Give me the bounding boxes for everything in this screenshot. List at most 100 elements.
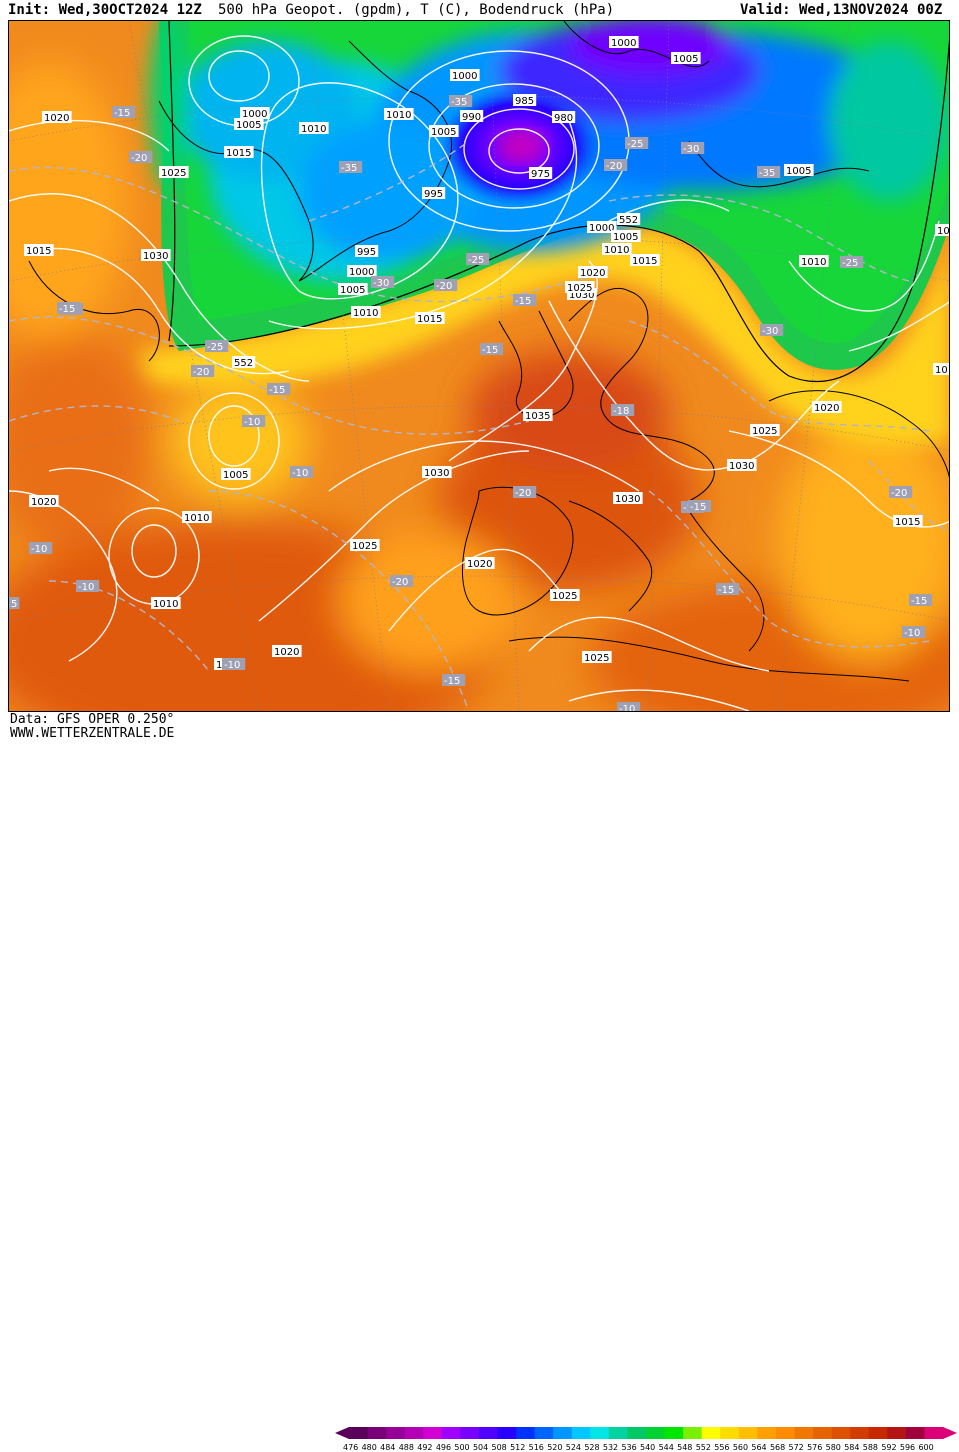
legend-tick: 524 bbox=[566, 1443, 581, 1452]
pressure-label: 1025 bbox=[159, 166, 189, 179]
label-text: -30 bbox=[762, 326, 778, 337]
temperature-label: -10 bbox=[617, 702, 641, 711]
label-box bbox=[611, 230, 641, 242]
pressure-label: 1005 bbox=[611, 230, 641, 243]
label-box bbox=[529, 167, 553, 179]
temperature-label: -20 bbox=[191, 365, 215, 378]
legend-tick: 528 bbox=[584, 1443, 599, 1452]
label-text: 1005 bbox=[340, 285, 365, 296]
data-source: Data: GFS OPER 0.250° bbox=[10, 712, 175, 727]
pressure-label: 1030 bbox=[141, 249, 171, 262]
label-text: 1010 bbox=[301, 124, 326, 135]
temperature-label: -15 bbox=[442, 674, 466, 687]
pressure-label: 1005 bbox=[429, 125, 459, 138]
legend-swatch bbox=[813, 1427, 833, 1439]
label-box bbox=[390, 575, 414, 587]
label-box bbox=[565, 281, 595, 293]
label-box bbox=[466, 253, 490, 265]
pressure-label: 1010 bbox=[151, 597, 181, 610]
pressure-label: 1020 bbox=[465, 557, 495, 570]
label-text: -35 bbox=[759, 168, 775, 179]
legend-swatch bbox=[590, 1427, 610, 1439]
label-box bbox=[784, 164, 814, 176]
pressure-label: 1015 bbox=[630, 254, 660, 267]
temperature-label: -30 bbox=[760, 324, 784, 337]
label-text: 1000 bbox=[611, 38, 636, 49]
label-text: 1015 bbox=[935, 365, 950, 376]
label-box bbox=[76, 580, 100, 592]
label-box bbox=[935, 224, 949, 236]
label-box bbox=[587, 221, 617, 233]
pressure-label: 1020 bbox=[29, 495, 59, 508]
pressure-label: 990 bbox=[460, 110, 484, 123]
label-text: -25 bbox=[627, 139, 643, 150]
label-text: 1015 bbox=[895, 517, 920, 528]
label-box bbox=[933, 363, 949, 375]
label-text: 1015 bbox=[632, 256, 657, 267]
label-text: 1020 bbox=[467, 559, 492, 570]
pressure-label: 1020 bbox=[812, 401, 842, 414]
pressure-label: 1015 bbox=[893, 515, 923, 528]
label-text: -10 bbox=[78, 582, 94, 593]
label-text: -18 bbox=[613, 406, 629, 417]
label-box bbox=[671, 52, 701, 64]
label-text: 1015 bbox=[226, 148, 251, 159]
temperature-label: -15 bbox=[267, 383, 291, 396]
legend-swatch bbox=[627, 1427, 647, 1439]
pressure-label: 1015 bbox=[224, 146, 254, 159]
label-text: 995 bbox=[357, 247, 376, 258]
label-text: -10 bbox=[904, 628, 920, 639]
label-box bbox=[611, 404, 635, 416]
legend-tick: 564 bbox=[751, 1443, 766, 1452]
legend-swatch bbox=[794, 1427, 814, 1439]
label-text: 5 bbox=[11, 599, 17, 610]
pressure-label: 1025 bbox=[582, 651, 612, 664]
label-text: -15 bbox=[269, 385, 285, 396]
pressure-label: 1010 bbox=[602, 243, 632, 256]
label-box bbox=[29, 542, 53, 554]
legend-swatch bbox=[738, 1427, 758, 1439]
legend-swatch bbox=[924, 1427, 944, 1439]
legend-swatch bbox=[701, 1427, 721, 1439]
label-text: 1035 bbox=[525, 411, 550, 422]
label-box bbox=[750, 424, 780, 436]
label-box bbox=[224, 146, 254, 158]
label-text: 1030 bbox=[143, 251, 168, 262]
label-text: -15 bbox=[690, 502, 706, 513]
pressure-label: 1020 bbox=[272, 645, 302, 658]
legend-tick: 532 bbox=[603, 1443, 618, 1452]
website: WWW.WETTERZENTRALE.DE bbox=[10, 726, 175, 741]
label-text: 1020 bbox=[274, 647, 299, 658]
label-box bbox=[221, 468, 251, 480]
pressure-label: 1015 bbox=[24, 244, 54, 257]
pressure-label: 1010 bbox=[351, 306, 381, 319]
legend-swatch bbox=[683, 1427, 703, 1439]
weather-map: 1000 1005 1000 985 980 975 1020 -15 1000 1005 1010… bbox=[8, 20, 950, 712]
legend-tick: 516 bbox=[529, 1443, 544, 1452]
label-text: -35 bbox=[341, 163, 357, 174]
temperature-label: -15 bbox=[909, 594, 933, 607]
legend-swatch bbox=[831, 1427, 851, 1439]
temperature-label: -20 bbox=[129, 151, 153, 164]
map-footer: Data: GFS OPER 0.250° WWW.WETTERZENTRALE… bbox=[0, 712, 959, 1452]
pressure-label: 552 bbox=[232, 356, 256, 369]
pressure-label: 1000 bbox=[609, 36, 639, 49]
label-text: 1025 bbox=[161, 168, 186, 179]
label-box bbox=[151, 597, 181, 609]
legend-tick: 596 bbox=[900, 1443, 915, 1452]
label-text: 1005 bbox=[613, 232, 638, 243]
label-box bbox=[602, 243, 632, 255]
temperature-label: -30 bbox=[681, 142, 705, 155]
pressure-label: 1015 bbox=[415, 312, 445, 325]
pressure-label: 1005 bbox=[671, 52, 701, 65]
pressure-label: 1000 bbox=[347, 265, 377, 278]
label-text: 1025 bbox=[567, 283, 592, 294]
label-box bbox=[909, 594, 933, 606]
temperature-label: -10 bbox=[222, 658, 246, 671]
legend-swatch bbox=[367, 1427, 387, 1439]
pressure-label: 1025 bbox=[565, 281, 595, 294]
pressure-label: 1000 bbox=[587, 221, 617, 234]
label-text: -25 bbox=[842, 258, 858, 269]
label-box bbox=[727, 459, 757, 471]
label-text: 985 bbox=[515, 96, 534, 107]
